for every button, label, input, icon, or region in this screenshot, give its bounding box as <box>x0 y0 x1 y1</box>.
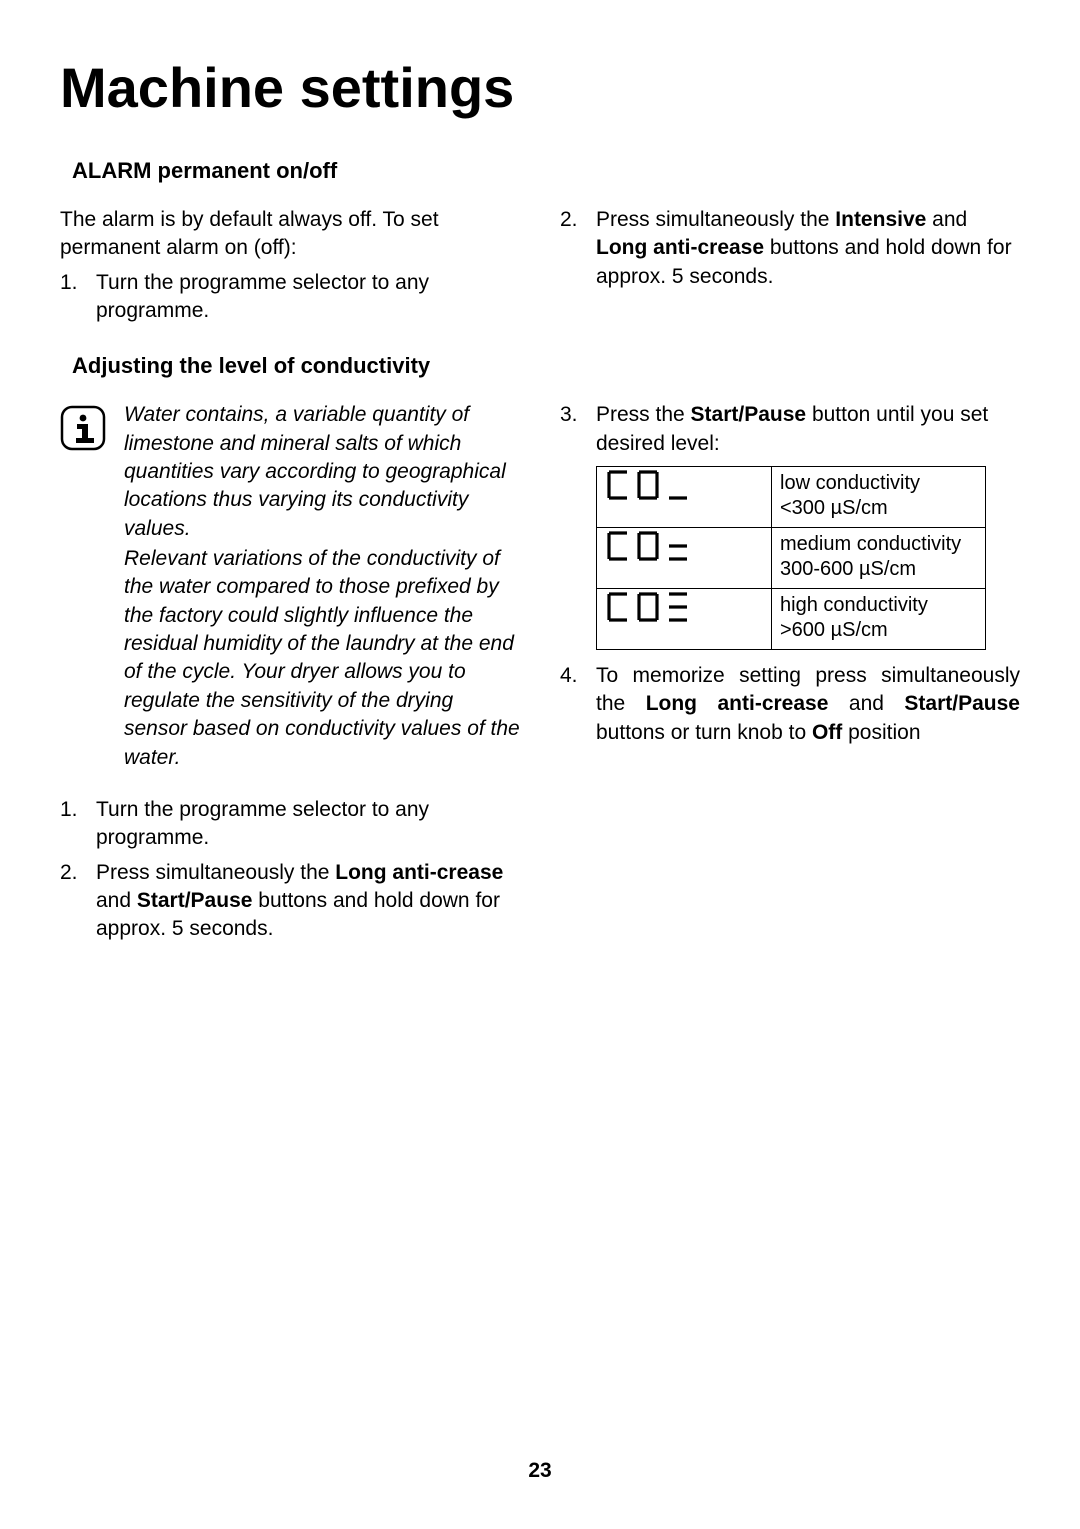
bold-span: Start/Pause <box>904 692 1020 715</box>
cond-desc: medium conductivity <box>780 533 961 555</box>
conductivity-table: low conductivity <300 µS/cm <box>596 466 986 650</box>
bold-span: Long anti-crease <box>646 692 829 715</box>
alarm-intro: The alarm is by default always off. To s… <box>60 206 520 263</box>
text-span: Press the <box>596 403 691 426</box>
cond-step-2: 2. Press simultaneously the Long anti-cr… <box>60 859 520 944</box>
cond-desc: high conductivity <box>780 594 928 616</box>
page-number: 23 <box>0 1459 1080 1483</box>
list-number: 3. <box>560 401 596 458</box>
segment-display-cell <box>597 467 772 528</box>
table-row: high conductivity >600 µS/cm <box>597 589 986 650</box>
bold-span: Long anti-crease <box>335 861 503 884</box>
cond-step4-text: To memorize setting press simultaneously… <box>596 662 1020 747</box>
text-span: position <box>842 721 920 744</box>
list-number: 1. <box>60 796 96 853</box>
list-number: 1. <box>60 269 96 326</box>
alarm-step-1: 1. Turn the programme selector to any pr… <box>60 269 520 326</box>
text-span: and <box>96 889 137 912</box>
cond-step1-text: Turn the programme selector to any progr… <box>96 796 520 853</box>
alarm-left-column: The alarm is by default always off. To s… <box>60 206 520 331</box>
conductivity-section: Adjusting the level of conductivity Wate… <box>60 353 1020 949</box>
text-span: and <box>828 692 904 715</box>
table-cell: low conductivity <300 µS/cm <box>772 467 986 528</box>
cond-right-column: 3. Press the Start/Pause button until yo… <box>560 401 1020 949</box>
bold-span: Off <box>812 721 842 744</box>
bold-span: Start/Pause <box>137 889 253 912</box>
alarm-right-column: 2. Press simultaneously the Intensive an… <box>560 206 1020 331</box>
text-span: buttons or turn knob to <box>596 721 812 744</box>
info-note: Water contains, a variable quantity of l… <box>60 401 520 771</box>
cond-step-3: 3. Press the Start/Pause button until yo… <box>560 401 1020 458</box>
table-row: low conductivity <300 µS/cm <box>597 467 986 528</box>
bold-span: Start/Pause <box>691 403 807 426</box>
info-text: Water contains, a variable quantity of l… <box>124 401 520 771</box>
seg-low-icon <box>605 469 695 501</box>
table-row: medium conductivity 300-600 µS/cm <box>597 528 986 589</box>
alarm-section: ALARM permanent on/off The alarm is by d… <box>60 158 1020 331</box>
text-span: Press simultaneously the <box>596 208 835 231</box>
list-number: 4. <box>560 662 596 747</box>
segment-display-cell <box>597 528 772 589</box>
alarm-heading: ALARM permanent on/off <box>72 158 1020 184</box>
alarm-step-2: 2. Press simultaneously the Intensive an… <box>560 206 1020 291</box>
table-cell: high conductivity >600 µS/cm <box>772 589 986 650</box>
table-cell: medium conductivity 300-600 µS/cm <box>772 528 986 589</box>
alarm-step1-text: Turn the programme selector to any progr… <box>96 269 520 326</box>
cond-step-4: 4. To memorize setting press simultaneou… <box>560 662 1020 747</box>
bold-span: Long anti-crease <box>596 236 764 259</box>
text-span: Press simultaneously the <box>96 861 335 884</box>
alarm-step2-text: Press simultaneously the Intensive and L… <box>596 206 1020 291</box>
cond-step3-text: Press the Start/Pause button until you s… <box>596 401 1020 458</box>
cond-range: >600 µS/cm <box>780 619 888 641</box>
text-span: and <box>926 208 967 231</box>
info-paragraph-1: Water contains, a variable quantity of l… <box>124 401 520 543</box>
list-number: 2. <box>60 859 96 944</box>
conductivity-heading: Adjusting the level of conductivity <box>72 353 1020 379</box>
bold-span: Intensive <box>835 208 926 231</box>
seg-high-icon <box>605 591 695 623</box>
seg-med-icon <box>605 530 695 562</box>
page-title: Machine settings <box>60 55 1020 120</box>
info-icon <box>60 405 106 451</box>
cond-desc: low conductivity <box>780 472 920 494</box>
cond-range: 300-600 µS/cm <box>780 558 916 580</box>
segment-display-cell <box>597 589 772 650</box>
info-paragraph-2: Relevant variations of the conductivity … <box>124 545 520 772</box>
cond-left-column: Water contains, a variable quantity of l… <box>60 401 520 949</box>
list-number: 2. <box>560 206 596 291</box>
cond-step2-text: Press simultaneously the Long anti-creas… <box>96 859 520 944</box>
cond-step-1: 1. Turn the programme selector to any pr… <box>60 796 520 853</box>
cond-range: <300 µS/cm <box>780 497 888 519</box>
